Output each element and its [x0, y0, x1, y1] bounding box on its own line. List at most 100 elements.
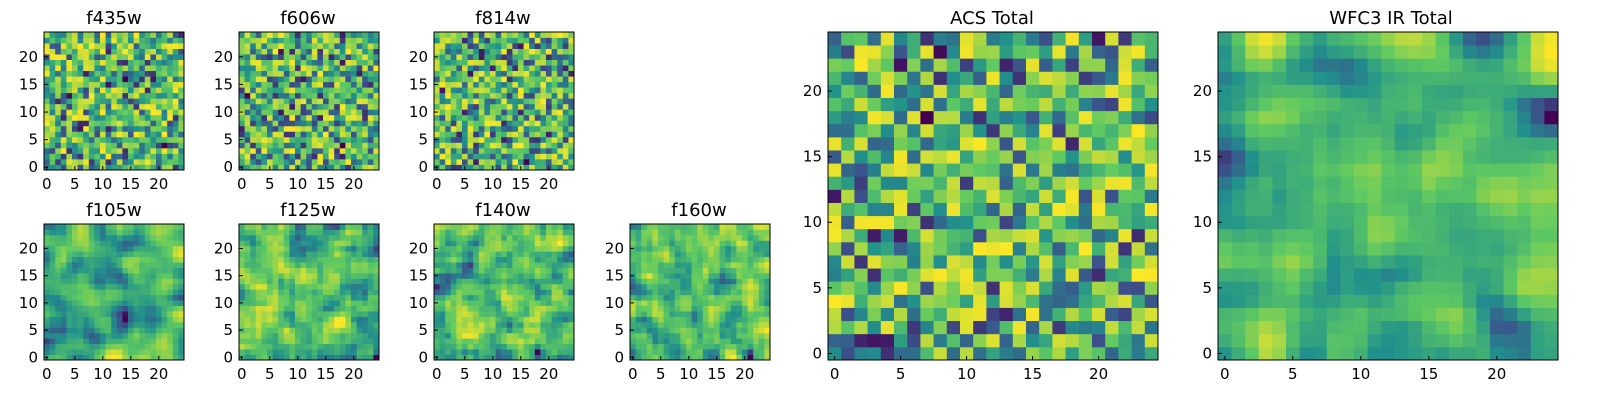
heatmap-cell [83, 125, 90, 132]
heatmap-cell [568, 32, 575, 38]
heatmap-cell [534, 164, 541, 171]
heatmap-cell [105, 103, 112, 110]
heatmap-cell [311, 311, 318, 317]
heatmap-cell [490, 267, 496, 274]
heatmap-cell [512, 59, 519, 66]
heatmap-cell [753, 245, 760, 252]
heatmap-cell [77, 267, 84, 274]
heatmap-cell [708, 294, 715, 301]
heatmap-cell [244, 87, 251, 94]
heatmap-cell [529, 321, 536, 328]
heatmap-cell [150, 81, 157, 88]
heatmap-cell [658, 224, 664, 230]
heatmap-cell [534, 37, 541, 44]
heatmap-cell [339, 153, 346, 160]
heatmap-cell [501, 327, 508, 334]
heatmap-cell [328, 234, 335, 241]
heatmap-cell [736, 338, 743, 345]
heatmap-cell [261, 131, 268, 138]
heatmap-cell [300, 311, 307, 317]
heatmap-cell [445, 43, 452, 49]
heatmap-cell [439, 142, 446, 149]
heatmap-cell [462, 262, 468, 268]
heatmap-cell [495, 289, 502, 296]
heatmap-cell [1092, 215, 1106, 230]
heatmap-cell [635, 224, 642, 230]
heatmap-cell [652, 289, 659, 296]
heatmap-cell [306, 65, 313, 72]
heatmap-cell [551, 147, 558, 154]
heatmap-cell [551, 240, 558, 247]
heatmap-cell [167, 267, 174, 274]
heatmap-cell [758, 300, 765, 306]
heatmap-cell [680, 305, 687, 312]
heatmap-cell [295, 32, 301, 38]
heatmap-cell [478, 37, 485, 44]
heatmap-cell [49, 332, 56, 339]
heatmap-cell [506, 114, 513, 121]
heatmap-cell [445, 338, 452, 345]
heatmap-cell [122, 59, 129, 66]
heatmap-cell [652, 343, 659, 350]
heatmap-cell [946, 176, 961, 190]
heatmap-cell [658, 300, 664, 306]
heatmap-cell [122, 338, 129, 345]
heatmap-cell [880, 189, 895, 203]
heatmap-cell [83, 229, 90, 236]
heatmap-cell [267, 65, 273, 72]
heatmap-cell [551, 289, 558, 296]
heatmap-cell [100, 224, 106, 230]
heatmap-cell [289, 267, 296, 274]
heatmap-cell [128, 332, 134, 339]
heatmap-cell [841, 189, 855, 203]
heatmap-cell [867, 228, 882, 243]
heatmap-cell [501, 65, 508, 72]
heatmap-cell [635, 316, 642, 323]
heatmap-cell [557, 272, 564, 279]
heatmap-cell [686, 283, 692, 290]
heatmap-cell [484, 251, 491, 258]
heatmap-cell [267, 332, 273, 339]
heatmap-cell [351, 120, 357, 127]
heatmap-cell [719, 354, 726, 361]
heatmap-cell [83, 256, 90, 263]
heatmap-cell [311, 289, 318, 296]
heatmap-cell [641, 283, 648, 290]
heatmap-cell [150, 311, 157, 317]
heatmap-cell [72, 142, 78, 149]
heatmap-cell [261, 87, 268, 94]
heatmap-cell [546, 327, 552, 334]
heatmap-cell [55, 245, 62, 252]
heatmap-cell [540, 92, 547, 99]
heatmap-cell [255, 103, 262, 110]
heatmap-cell [100, 59, 106, 66]
heatmap-cell [518, 125, 524, 132]
heatmap-cell [702, 338, 709, 345]
heatmap-cell [362, 332, 369, 339]
heatmap-cell [128, 153, 134, 160]
heatmap-cell [323, 245, 329, 252]
heatmap-cell [172, 158, 179, 165]
heatmap-cell [116, 327, 123, 334]
heatmap-cell [546, 240, 552, 247]
heatmap-cell [105, 343, 112, 350]
heatmap-cell [719, 327, 726, 334]
heatmap-cell [540, 32, 547, 38]
heatmap-cell [122, 103, 129, 110]
heatmap-cell [178, 332, 185, 339]
heatmap-cell [730, 229, 737, 236]
heatmap-cell [362, 59, 369, 66]
heatmap-cell [44, 92, 50, 99]
heatmap-cell [484, 59, 491, 66]
heatmap-cell [753, 267, 760, 274]
heatmap-cell [753, 332, 760, 339]
heatmap-cell [467, 59, 474, 66]
heatmap-cell [512, 43, 519, 49]
heatmap-cell [630, 289, 636, 296]
heatmap-cell [495, 300, 502, 306]
heatmap-cell [557, 37, 564, 44]
heatmap-cell [691, 349, 698, 355]
heatmap-cell [841, 150, 855, 164]
heatmap-cell [250, 142, 257, 149]
